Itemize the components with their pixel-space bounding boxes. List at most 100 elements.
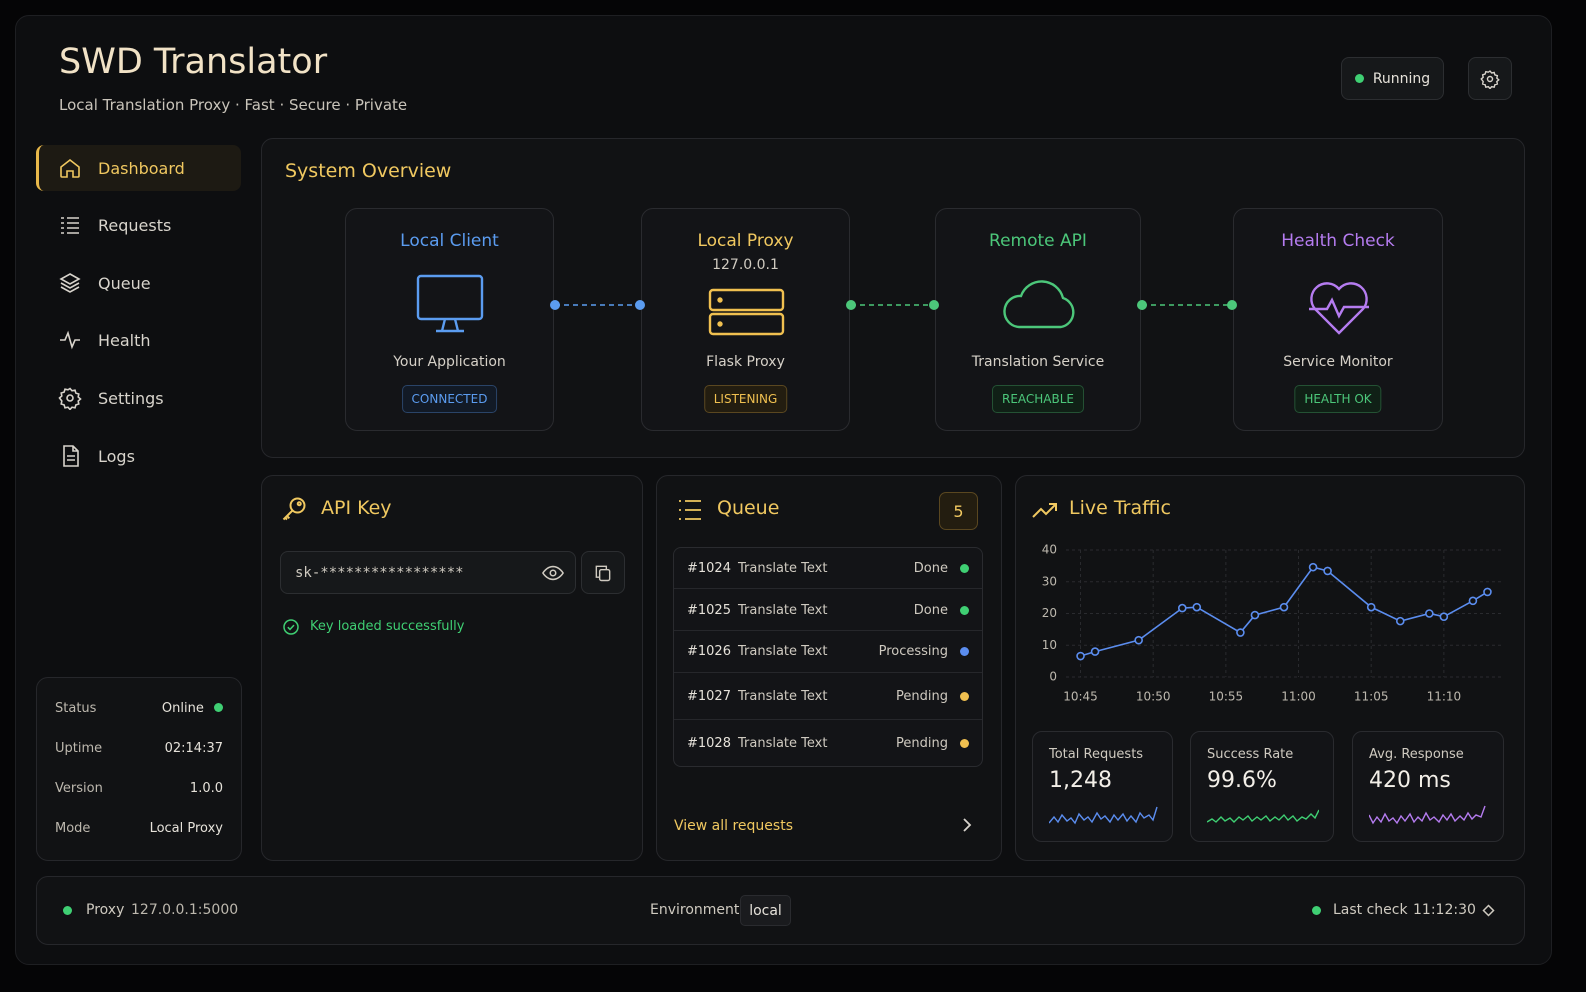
queue-task: Translate Text xyxy=(738,688,828,704)
info-label: Uptime xyxy=(55,740,103,756)
nav-label: Settings xyxy=(98,388,164,408)
status-dot xyxy=(1354,74,1364,83)
queue-row[interactable]: #1027 Translate Text Pending xyxy=(674,673,982,720)
node-card: Local Client Your Application CONNECTED xyxy=(345,208,554,431)
api-key-panel xyxy=(261,475,643,861)
y-tick-label: 30 xyxy=(1042,574,1057,588)
check-time: 11:12:30 xyxy=(1413,902,1476,918)
node-badge: REACHABLE xyxy=(991,385,1085,413)
env-value: local xyxy=(740,895,791,926)
queue-title: Queue xyxy=(717,497,780,519)
api-key-field[interactable]: sk-***************** xyxy=(280,551,576,594)
queue-status: Processing xyxy=(878,644,948,659)
queue-icon xyxy=(679,500,701,520)
api-key-value: sk-***************** xyxy=(295,564,464,581)
node-card: Remote API Translation Service REACHABLE xyxy=(935,208,1141,431)
env-label: Environment xyxy=(650,902,740,918)
heart-icon xyxy=(1309,282,1369,335)
layers-icon xyxy=(59,273,81,293)
info-row: Version 1.0.0 xyxy=(55,778,223,798)
nav-item[interactable]: Settings xyxy=(36,375,241,421)
queue-id: #1026 xyxy=(687,644,731,659)
queue-status-dot xyxy=(960,739,969,748)
queue-row[interactable]: #1026 Translate Text Processing xyxy=(674,631,982,673)
info-label: Mode xyxy=(55,820,91,836)
traffic-point xyxy=(1395,616,1405,626)
nav-label: Logs xyxy=(98,446,135,466)
settings-button[interactable] xyxy=(1468,57,1512,100)
node-desc: Service Monitor xyxy=(1283,354,1393,370)
queue-status-dot xyxy=(960,691,969,701)
refresh-icon[interactable] xyxy=(1482,904,1495,917)
traffic-point xyxy=(1236,628,1245,637)
nav-label: Dashboard xyxy=(98,158,185,178)
node-desc: Flask Proxy xyxy=(706,354,785,370)
nav-label: Requests xyxy=(98,215,172,235)
x-tick-label: 11:05 xyxy=(1354,690,1389,704)
nav-item[interactable]: Health xyxy=(36,317,241,363)
traffic-point xyxy=(1279,602,1289,612)
queue-row[interactable]: #1028 Translate Text Pending xyxy=(674,720,982,767)
stat-value: 1,248 xyxy=(1049,768,1112,793)
copy-button[interactable] xyxy=(581,551,625,594)
queue-table xyxy=(673,547,983,767)
traffic-point xyxy=(1468,596,1478,606)
sparkline xyxy=(1369,805,1486,825)
stat-value: 99.6% xyxy=(1207,768,1277,793)
info-value: 02:14:37 xyxy=(164,740,223,756)
home-icon xyxy=(60,158,80,178)
nav-item[interactable]: Logs xyxy=(36,433,241,479)
x-tick-label: 11:00 xyxy=(1281,690,1316,704)
check-icon xyxy=(283,619,299,635)
queue-count: 5 xyxy=(939,492,978,530)
api-key-status: Key loaded successfully xyxy=(310,619,465,634)
traffic-point xyxy=(1076,651,1085,661)
queue-id: #1028 xyxy=(687,736,731,751)
queue-row[interactable]: #1025 Translate Text Done xyxy=(674,590,982,631)
node-address: 127.0.0.1 xyxy=(712,257,779,273)
node-title: Local Proxy xyxy=(697,231,794,251)
status-button[interactable]: Running xyxy=(1341,57,1444,100)
traffic-point xyxy=(1134,635,1143,645)
queue-status-dot xyxy=(960,647,969,656)
view-all-link[interactable]: View all requests xyxy=(674,818,793,834)
queue-status-dot xyxy=(960,605,969,615)
nav-item[interactable]: Dashboard xyxy=(36,145,241,191)
traffic-point xyxy=(1250,610,1260,620)
stat-label: Success Rate xyxy=(1207,747,1294,762)
queue-task: Translate Text xyxy=(738,560,828,576)
info-label: Version xyxy=(55,780,103,796)
info-card: Status Online Uptime 02:14:37 Version 1.0.0… xyxy=(36,677,242,861)
gear-icon xyxy=(58,387,82,410)
y-tick-label: 10 xyxy=(1042,638,1057,652)
queue-row[interactable]: #1024 Translate Text Done xyxy=(674,548,982,589)
chevron-icon[interactable] xyxy=(961,817,973,833)
node-title: Health Check xyxy=(1281,231,1395,251)
node-card: Local Proxy 127.0.0.1 Flask Proxy LISTEN… xyxy=(641,208,850,431)
check-label: Last check xyxy=(1333,902,1408,918)
copy-icon xyxy=(595,565,611,581)
eye-icon[interactable] xyxy=(542,563,564,583)
stat-card: Success Rate 99.6% xyxy=(1190,731,1334,842)
traffic-point xyxy=(1192,602,1202,612)
y-tick-label: 20 xyxy=(1042,606,1057,620)
status-text: Running xyxy=(1372,70,1431,87)
node-title: Local Client xyxy=(400,231,499,251)
nav-label: Queue xyxy=(98,273,151,293)
info-value: Local Proxy xyxy=(149,820,223,836)
stat-label: Total Requests xyxy=(1049,747,1144,762)
chart-title: Live Traffic xyxy=(1069,497,1171,519)
info-value: 1.0.0 xyxy=(189,780,223,796)
queue-id: #1027 xyxy=(687,688,731,704)
x-tick-label: 10:45 xyxy=(1063,690,1098,704)
queue-task: Translate Text xyxy=(738,602,828,618)
node-title: Remote API xyxy=(989,231,1087,251)
info-label: Status xyxy=(55,700,97,716)
nav-item[interactable]: Requests xyxy=(36,202,241,248)
cloud-icon xyxy=(1003,280,1075,329)
traffic-point xyxy=(1366,602,1376,612)
api-key-title: API Key xyxy=(321,497,392,519)
nav-item[interactable]: Queue xyxy=(36,260,241,306)
traffic-point xyxy=(1425,609,1434,618)
